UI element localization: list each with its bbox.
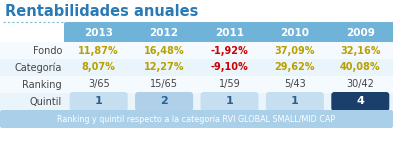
Text: 30/42: 30/42 (346, 80, 374, 90)
Text: 2010: 2010 (280, 28, 309, 38)
Text: Quintil: Quintil (30, 97, 62, 107)
Text: 2011: 2011 (215, 28, 244, 38)
Text: 32,16%: 32,16% (340, 46, 380, 56)
Text: 37,09%: 37,09% (275, 46, 315, 56)
Text: 1: 1 (291, 97, 299, 107)
Text: 16,48%: 16,48% (144, 46, 184, 56)
FancyBboxPatch shape (266, 92, 324, 111)
Text: -1,92%: -1,92% (211, 46, 248, 56)
FancyBboxPatch shape (0, 59, 393, 76)
Text: 12,27%: 12,27% (144, 63, 184, 73)
Text: Categoría: Categoría (15, 62, 62, 73)
Text: 2013: 2013 (84, 28, 113, 38)
FancyBboxPatch shape (200, 92, 259, 111)
Text: 3/65: 3/65 (88, 80, 110, 90)
Text: 15/65: 15/65 (150, 80, 178, 90)
Text: 1: 1 (226, 97, 233, 107)
Text: Ranking y quintil respecto a la categoría RVI GLOBAL SMALL/MID CAP: Ranking y quintil respecto a la categorí… (57, 115, 335, 124)
Text: 11,87%: 11,87% (78, 46, 119, 56)
FancyBboxPatch shape (70, 92, 128, 111)
Text: Ranking: Ranking (22, 80, 62, 90)
FancyBboxPatch shape (0, 76, 393, 93)
Text: Rentabilidades anuales: Rentabilidades anuales (5, 4, 198, 19)
Text: 4: 4 (356, 97, 364, 107)
Text: Fondo: Fondo (33, 46, 62, 56)
FancyBboxPatch shape (0, 42, 393, 59)
FancyBboxPatch shape (0, 93, 393, 110)
FancyBboxPatch shape (0, 110, 393, 128)
Text: 29,62%: 29,62% (275, 63, 315, 73)
FancyBboxPatch shape (331, 92, 389, 111)
Text: 1: 1 (95, 97, 103, 107)
FancyBboxPatch shape (135, 92, 193, 111)
Text: 2012: 2012 (150, 28, 178, 38)
Text: 2009: 2009 (346, 28, 375, 38)
Text: 1/59: 1/59 (219, 80, 241, 90)
FancyBboxPatch shape (64, 22, 393, 44)
Text: 2: 2 (160, 97, 168, 107)
Text: 5/43: 5/43 (284, 80, 306, 90)
Text: -9,10%: -9,10% (211, 63, 248, 73)
Text: 40,08%: 40,08% (340, 63, 380, 73)
Text: 8,07%: 8,07% (82, 63, 116, 73)
